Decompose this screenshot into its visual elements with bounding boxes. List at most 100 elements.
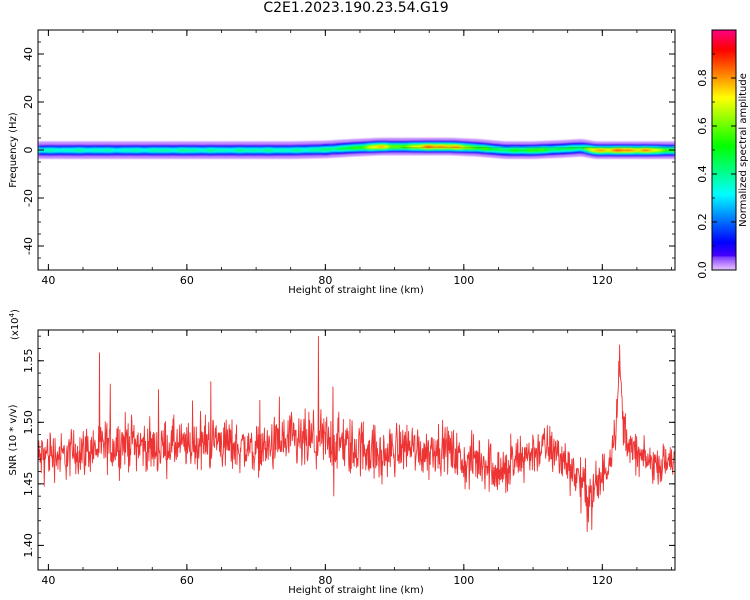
heatmap-cell [263, 157, 267, 159]
heatmap-cell [432, 152, 437, 154]
x-tick-label: 60 [180, 574, 194, 587]
heatmap-cell [605, 151, 610, 154]
heatmap-cell [134, 147, 139, 149]
heatmap-cell [100, 156, 105, 158]
heatmap-cell [380, 137, 385, 140]
heatmap-cell [69, 145, 74, 147]
heatmap-cell [401, 145, 406, 147]
heatmap-cell [304, 143, 309, 146]
heatmap-cell [584, 150, 589, 152]
heatmap-cell [422, 152, 427, 154]
heatmap-cell [629, 148, 634, 150]
heatmap-cell [539, 149, 544, 151]
heatmap-cell [321, 142, 326, 144]
heatmap-cell [584, 144, 589, 146]
heatmap-cell [543, 154, 548, 156]
heatmap-cell [363, 138, 368, 140]
heatmap-cell [366, 153, 371, 155]
heatmap-cell [633, 152, 638, 155]
heatmap-cell [166, 141, 170, 143]
heatmap-cell [335, 141, 340, 144]
heatmap-cell [671, 148, 675, 150]
heatmap-cell [304, 152, 309, 154]
heatmap-cell [498, 148, 503, 150]
heatmap-cell [179, 151, 184, 154]
heatmap-cell [391, 154, 395, 156]
heatmap-cell [387, 137, 392, 140]
heatmap-cell [539, 156, 544, 158]
heatmap-cell [394, 138, 399, 140]
heatmap-cell [207, 147, 212, 149]
heatmap-cell [526, 154, 530, 157]
x-tick-label: 60 [180, 274, 194, 287]
heatmap-cell [263, 151, 267, 154]
heatmap-cell [640, 155, 645, 158]
heatmap-cell [44, 144, 49, 146]
heatmap-cell [276, 143, 281, 145]
heatmap-cell [418, 137, 423, 140]
heatmap-cell [335, 156, 340, 158]
heatmap-cell [83, 155, 87, 158]
heatmap-cell [197, 155, 202, 158]
colorbar-cell [712, 160, 736, 163]
heatmap-cell [481, 145, 485, 147]
heatmap-cell [249, 156, 254, 158]
heatmap-cell [93, 142, 98, 144]
heatmap-cell [145, 145, 150, 147]
heatmap-cell [377, 139, 382, 142]
heatmap-cell [328, 147, 333, 149]
heatmap-cell [62, 149, 67, 151]
heatmap-cell [384, 148, 389, 150]
heatmap-cell [131, 141, 136, 143]
heatmap-cell [633, 146, 638, 148]
heatmap-cell [179, 157, 184, 159]
heatmap-cell [359, 152, 364, 155]
heatmap-cell [626, 145, 631, 147]
heatmap-cell [283, 147, 288, 149]
heatmap-cell [443, 151, 447, 153]
heatmap-cell [238, 152, 243, 155]
heatmap-cell [166, 145, 170, 147]
heatmap-cell [96, 147, 101, 149]
heatmap-cell [512, 151, 517, 154]
heatmap-cell [214, 141, 219, 143]
heatmap-cell [96, 154, 101, 157]
heatmap-cell [141, 151, 146, 154]
heatmap-cell [391, 142, 395, 144]
heatmap-cell [93, 146, 98, 148]
heatmap-cell [481, 150, 485, 153]
heatmap-cell [488, 151, 492, 153]
heatmap-cell [463, 146, 468, 148]
heatmap-cell [647, 150, 652, 153]
heatmap-cell [200, 144, 205, 146]
heatmap-cell [536, 144, 541, 146]
heatmap-cell [567, 139, 572, 141]
heatmap-cell [425, 145, 430, 147]
heatmap-cell [339, 147, 344, 149]
heatmap-cell [242, 157, 247, 159]
heatmap-cell [508, 150, 513, 153]
heatmap-cell [567, 154, 572, 156]
heatmap-cell [522, 144, 527, 146]
colorbar-cell [712, 214, 736, 217]
heatmap-cell [418, 154, 423, 156]
heatmap-cell [290, 157, 295, 159]
heatmap-cell [539, 155, 544, 157]
heatmap-cell [533, 151, 537, 154]
heatmap-cell [325, 142, 330, 144]
heatmap-cell [612, 153, 617, 156]
heatmap-cell [574, 146, 579, 149]
snr-xlabel: Height of straight line (km) [288, 585, 424, 596]
heatmap-cell [121, 144, 125, 146]
heatmap-cell [488, 141, 492, 144]
heatmap-cell [100, 145, 105, 147]
colorbar-cell [712, 180, 736, 183]
heatmap-cell [155, 153, 160, 156]
colorbar-gradient [712, 30, 736, 271]
heatmap-cell [574, 154, 579, 156]
heatmap-cell [96, 141, 101, 143]
heatmap-cell [44, 142, 49, 144]
heatmap-cell [411, 141, 416, 143]
heatmap-cell [394, 151, 399, 153]
heatmap-cell [200, 141, 205, 143]
